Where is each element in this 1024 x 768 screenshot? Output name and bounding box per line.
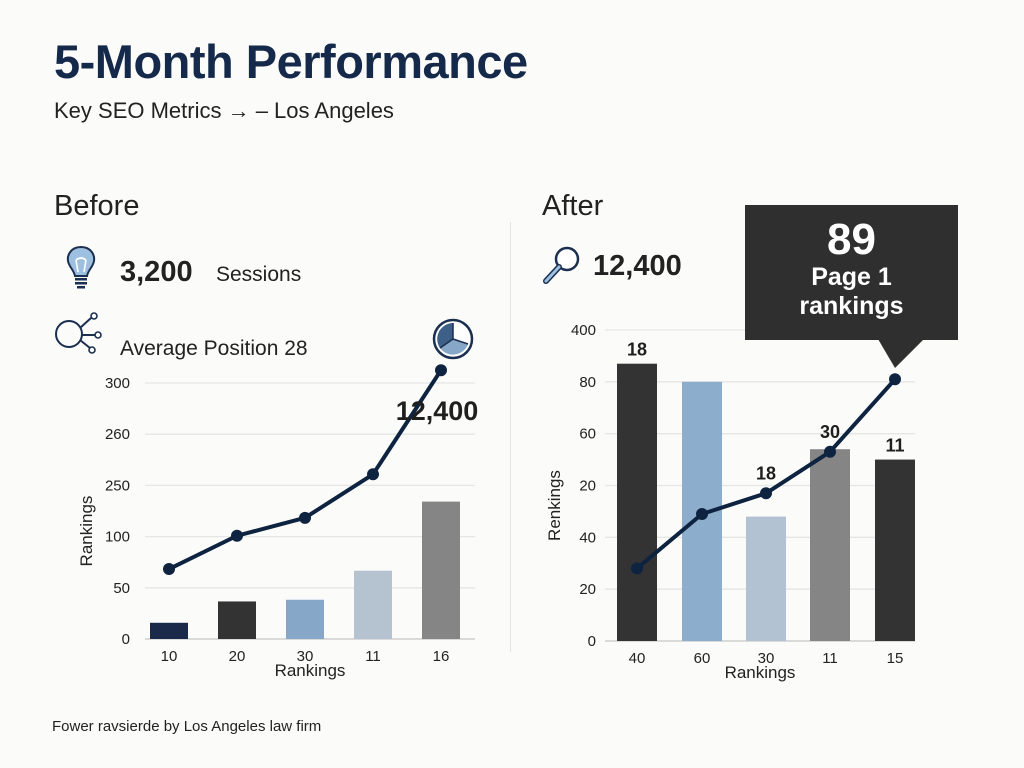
lightbulb-icon [66, 245, 96, 289]
avg-position-label: Average Position 28 [120, 337, 308, 360]
data-label: 11 [885, 436, 904, 456]
line-point [299, 511, 311, 524]
callout-line2: rankings [799, 292, 904, 320]
bar-20 [218, 601, 256, 639]
y-tick-label: 20 [579, 478, 596, 495]
y-tick-label: 50 [113, 580, 130, 597]
x-tick-label: 60 [694, 650, 711, 667]
after-sessions-value: 12,400 [593, 250, 682, 282]
y-tick-label: 100 [105, 529, 130, 546]
x-tick-label: 30 [297, 648, 314, 665]
annotation-label: 12,400 [396, 396, 479, 426]
data-label: 18 [756, 463, 776, 483]
x-axis-label: Rankings [275, 661, 346, 680]
y-tick-label: 400 [571, 322, 596, 339]
bar-11 [354, 570, 392, 639]
x-tick-label: 15 [887, 650, 904, 667]
divider [510, 222, 511, 652]
x-tick-label: 11 [822, 650, 838, 667]
bar-40 [617, 363, 657, 641]
network-icon [55, 312, 102, 354]
callout-number: 89 [827, 215, 876, 264]
line-point [631, 562, 643, 575]
before-sessions-label: Sessions [216, 263, 302, 286]
page-subtitle: Key SEO Metrics → – Los Angeles [54, 98, 394, 123]
x-tick-label: 11 [365, 648, 381, 665]
callout-box: 89 Page 1 rankings [745, 205, 958, 340]
after-heading: After [542, 190, 604, 222]
y-tick-label: 0 [588, 633, 596, 650]
callout-pointer [878, 339, 924, 368]
line-point [163, 563, 175, 576]
y-axis-label: Renkings [545, 470, 564, 541]
x-tick-label: 30 [758, 650, 775, 667]
x-tick-label: 16 [433, 648, 450, 665]
before-heading: Before [54, 190, 140, 222]
x-tick-label: 20 [229, 648, 246, 665]
y-tick-label: 260 [105, 426, 130, 443]
footer-text: Fower ravsierde by Los Angeles law firm [52, 718, 322, 735]
callout-line1: Page 1 [811, 263, 892, 291]
y-tick-label: 20 [579, 581, 596, 598]
line-point [696, 508, 708, 521]
before-sessions-value: 3,200 [120, 256, 193, 288]
y-tick-label: 300 [105, 375, 130, 392]
bar-30 [746, 516, 786, 641]
line-point [367, 468, 379, 481]
line-point [824, 445, 836, 458]
line-point [435, 364, 447, 377]
x-tick-label: 40 [629, 650, 646, 667]
line-point [231, 529, 243, 542]
line-point [889, 373, 901, 386]
y-axis-label: Rankings [77, 496, 96, 567]
y-tick-label: 80 [579, 374, 596, 391]
data-label: 30 [820, 422, 840, 442]
y-tick-label: 250 [105, 477, 130, 494]
y-tick-label: 60 [579, 426, 596, 443]
y-tick-label: 0 [122, 631, 130, 648]
line-point [760, 487, 772, 500]
x-tick-label: 10 [161, 648, 178, 665]
x-axis-label: Rankings [725, 663, 796, 682]
bar-16 [422, 501, 460, 639]
search-icon [543, 246, 580, 284]
bar-15 [875, 459, 915, 641]
bar-10 [150, 622, 188, 639]
y-tick-label: 40 [579, 529, 596, 546]
bar-30 [286, 599, 324, 639]
page-title: 5-Month Performance [54, 35, 528, 88]
data-label: 18 [627, 340, 647, 360]
bar-11 [810, 449, 850, 641]
pie-chart-icon [432, 318, 474, 360]
